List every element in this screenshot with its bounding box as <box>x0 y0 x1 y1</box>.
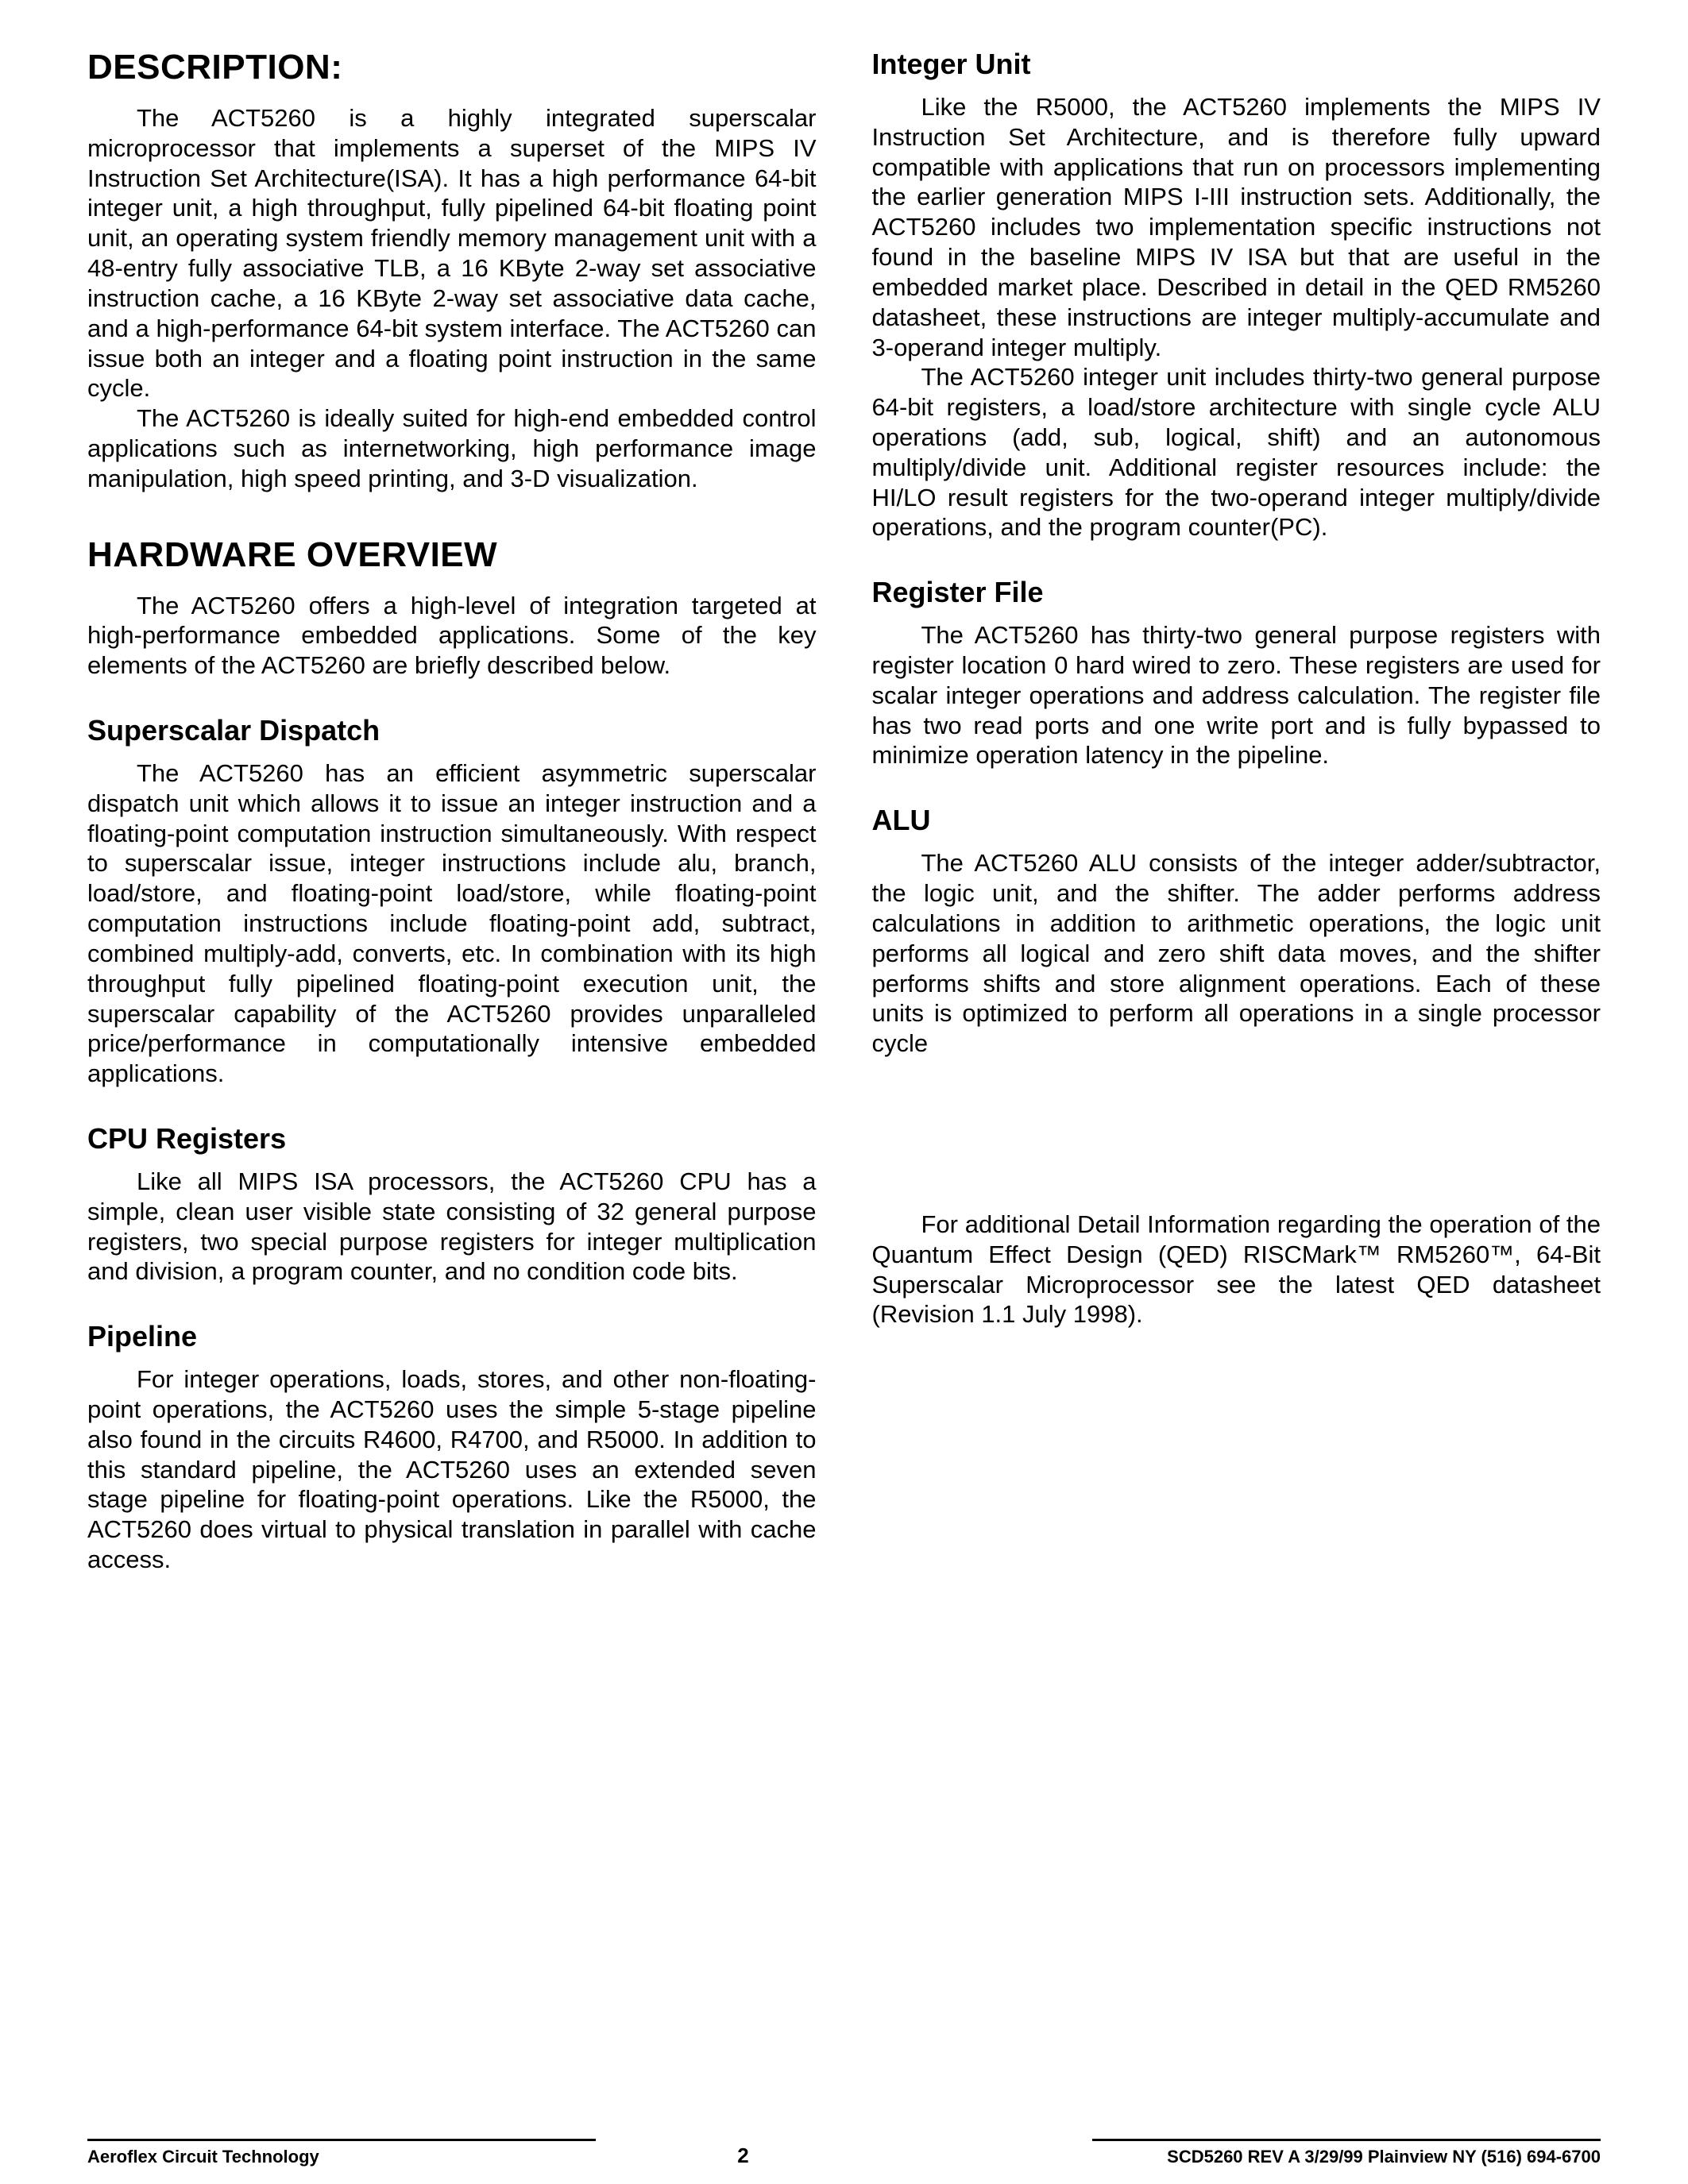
description-paragraph-1: The ACT5260 is a highly integrated super… <box>87 103 817 403</box>
register-file-paragraph: The ACT5260 has thirty-two general purpo… <box>872 620 1601 770</box>
footer-rule-left <box>87 2139 596 2141</box>
footer-company: Aeroflex Circuit Technology <box>87 2147 319 2167</box>
cpu-registers-paragraph: Like all MIPS ISA processors, the ACT526… <box>87 1167 817 1287</box>
alu-heading: ALU <box>872 804 1601 837</box>
integer-unit-paragraph-1: Like the R5000, the ACT5260 implements t… <box>872 92 1601 362</box>
section-spacer <box>87 494 817 535</box>
footer-doc-info: SCD5260 REV A 3/29/99 Plainview NY (516)… <box>1167 2147 1601 2167</box>
superscalar-paragraph: The ACT5260 has an efficient asymmetric … <box>87 758 817 1089</box>
pipeline-paragraph: For integer operations, loads, stores, a… <box>87 1364 817 1575</box>
footer-text-row: Aeroflex Circuit Technology 2 SCD5260 RE… <box>87 2143 1601 2168</box>
description-heading: DESCRIPTION: <box>87 48 817 87</box>
register-file-heading: Register File <box>872 576 1601 609</box>
footer-rule-right <box>1092 2139 1601 2141</box>
left-column: DESCRIPTION: The ACT5260 is a highly int… <box>87 48 817 2081</box>
hardware-overview-paragraph: The ACT5260 offers a high-level of integ… <box>87 591 817 681</box>
cpu-registers-heading: CPU Registers <box>87 1122 817 1156</box>
section-spacer <box>872 1059 1601 1210</box>
additional-info-paragraph: For additional Detail Information regard… <box>872 1210 1601 1329</box>
right-column: Integer Unit Like the R5000, the ACT5260… <box>872 48 1601 2081</box>
datasheet-page: DESCRIPTION: The ACT5260 is a highly int… <box>0 0 1688 2184</box>
description-paragraph-2: The ACT5260 is ideally suited for high-e… <box>87 403 817 493</box>
alu-paragraph: The ACT5260 ALU consists of the integer … <box>872 848 1601 1059</box>
superscalar-heading: Superscalar Dispatch <box>87 714 817 747</box>
integer-unit-heading: Integer Unit <box>872 48 1601 81</box>
footer-page-number: 2 <box>737 2143 748 2168</box>
hardware-overview-heading: HARDWARE OVERVIEW <box>87 535 817 575</box>
integer-unit-paragraph-2: The ACT5260 integer unit includes thirty… <box>872 362 1601 542</box>
two-column-layout: DESCRIPTION: The ACT5260 is a highly int… <box>87 48 1601 2081</box>
pipeline-heading: Pipeline <box>87 1320 817 1353</box>
